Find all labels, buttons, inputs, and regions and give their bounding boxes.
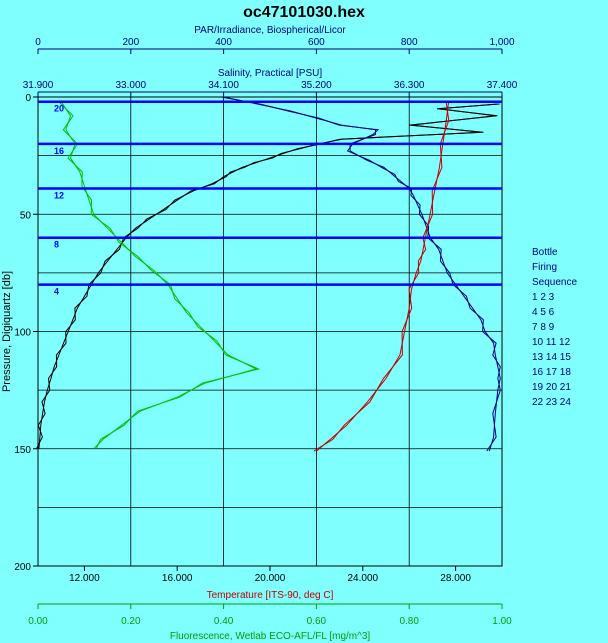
bottle-markers: 20 16 12 8 4	[38, 100, 502, 297]
par-tick-label: 200	[122, 37, 139, 48]
fluorescence-tick-label: 0.60	[307, 616, 327, 627]
salinity-tick-label: 31.900	[23, 80, 54, 91]
axes: 0 50 100 150 200 Pressure, Digiquartz [db] 0 20…	[1, 25, 518, 642]
grid-lines	[38, 97, 502, 566]
data-series	[35, 96, 501, 452]
y-tick-label: 150	[14, 445, 31, 456]
salinity-axis-label: Salinity, Practical [PSU]	[218, 68, 323, 79]
salinity-tick-label: 36.300	[394, 80, 425, 91]
temperature-tick-label: 12.000	[69, 573, 100, 584]
y-tick-label: 50	[20, 210, 32, 221]
temperature-downcast-line	[316, 101, 450, 452]
temperature-axis-label: Temperature [ITS-90, deg C]	[207, 590, 334, 601]
legend-row: 1 2 3	[532, 292, 555, 303]
par-axis-label: PAR/Irradiance, Biospherical/Licor	[194, 25, 346, 36]
legend-row: 19 20 21	[532, 382, 571, 393]
par-upcast-line	[35, 103, 498, 450]
fluorescence-upcast-line	[58, 101, 261, 450]
y-tick-label: 0	[25, 93, 31, 104]
legend-row: 13 14 15	[532, 352, 571, 363]
par-tick-label: 400	[215, 37, 232, 48]
y-tick-label: 200	[14, 562, 31, 573]
salinity-upcast-line	[221, 96, 501, 452]
legend-title: Bottle	[532, 247, 558, 258]
fluorescence-tick-label: 0.00	[28, 616, 48, 627]
par-tick-label: 800	[401, 37, 418, 48]
legend-row: 22 23 24	[532, 397, 571, 408]
legend-title: Sequence	[532, 277, 577, 288]
temperature-tick-label: 28.000	[440, 573, 471, 584]
legend-row: 4 5 6	[532, 307, 555, 318]
bottle-label: 12	[54, 190, 64, 200]
temperature-tick-label: 20.000	[255, 573, 286, 584]
fluorescence-tick-label: 0.20	[121, 616, 141, 627]
temperature-tick-label: 16.000	[162, 573, 193, 584]
fluorescence-tick-label: 0.80	[399, 616, 419, 627]
bottle-label: 16	[54, 146, 64, 156]
legend-row: 16 17 18	[532, 367, 571, 378]
temperature-tick-label: 24.000	[348, 573, 379, 584]
par-tick-label: 600	[308, 37, 325, 48]
par-tick-label: 1,000	[489, 37, 514, 48]
bottle-legend: Bottle Firing Sequence 1 2 3 4 5 6 7 8 9 10…	[532, 247, 577, 408]
fluorescence-tick-label: 1.00	[492, 616, 512, 627]
chart-title: oc47101030.hex	[243, 4, 365, 21]
bottle-label: 20	[54, 104, 64, 114]
salinity-tick-label: 37.400	[487, 80, 518, 91]
bottle-label: 4	[54, 287, 59, 297]
fluorescence-axis-label: Fluorescence, Wetlab ECO-AFL/FL [mg/m^3]	[170, 631, 371, 642]
y-axis-label: Pressure, Digiquartz [db]	[1, 271, 13, 392]
temperature-upcast-line	[313, 101, 450, 452]
par-tick-label: 0	[35, 37, 41, 48]
salinity-tick-label: 33.000	[116, 80, 147, 91]
legend-row: 10 11 12	[532, 337, 571, 348]
legend-title: Firing	[532, 262, 557, 273]
salinity-tick-label: 34.100	[208, 80, 239, 91]
bottle-label: 8	[54, 240, 59, 250]
salinity-downcast-line	[223, 96, 501, 452]
y-tick-label: 100	[14, 328, 31, 339]
fluorescence-tick-label: 0.40	[214, 616, 234, 627]
salinity-tick-label: 35.200	[301, 80, 332, 91]
legend-row: 7 8 9	[532, 322, 555, 333]
